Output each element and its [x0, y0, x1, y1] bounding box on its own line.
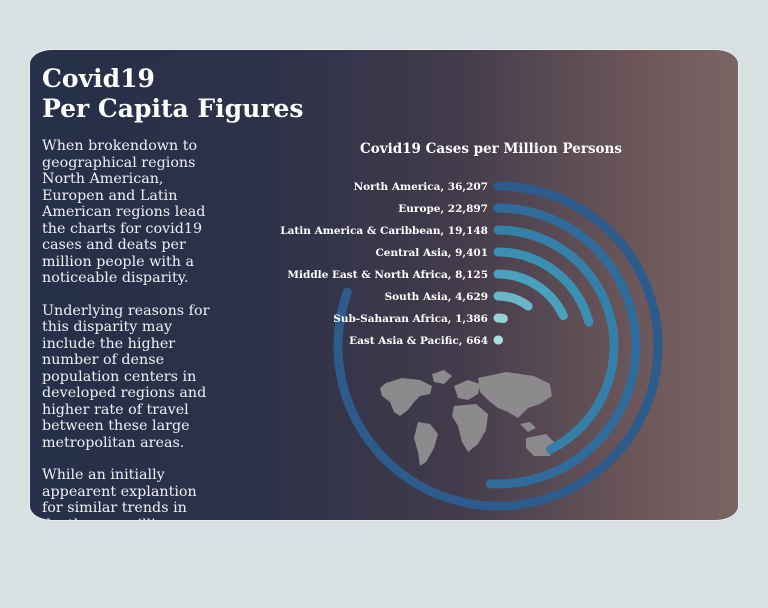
paragraph-1: When brokendown to geographical regions … — [42, 138, 206, 286]
bar-sub-saharan-africa — [493, 313, 508, 324]
label-east-asia-pacific: East Asia & Pacific, 664 — [349, 335, 488, 347]
label-central-asia: Central Asia, 9,401 — [375, 247, 488, 259]
label-sub-saharan-africa: Sub-Saharan Africa, 1,386 — [333, 313, 488, 325]
label-south-asia: South Asia, 4,629 — [385, 291, 488, 303]
chart-title: Covid19 Cases per Million Persons — [360, 141, 622, 157]
infographic-card: Covid19 Per Capita Figures When brokendo… — [30, 50, 738, 520]
world-map-icon — [380, 370, 556, 466]
bar-south-asia — [493, 291, 533, 311]
label-middle-east-north-africa: Middle East & North Africa, 8,125 — [287, 269, 488, 281]
title-line-2: Per Capita Figures — [42, 94, 304, 123]
label-latin-america-caribbean: Latin America & Caribbean, 19,148 — [280, 225, 488, 237]
page-title: Covid19 Per Capita Figures — [42, 64, 304, 124]
bar-north-america — [333, 181, 663, 511]
chart-labels: North America, 36,207 Europe, 22,897 Latin… — [280, 181, 488, 347]
radial-bar-chart: North America, 36,207 Europe, 22,897 Latin… — [280, 181, 663, 511]
bar-europe — [485, 203, 641, 489]
label-north-america: North America, 36,207 — [354, 181, 488, 193]
title-line-1: Covid19 — [42, 64, 155, 93]
paragraph-3: While an initially appearent explantion … — [42, 467, 197, 520]
paragraph-2: Underlying reasons for this disparity ma… — [42, 302, 210, 451]
chart-rings — [333, 181, 663, 511]
bar-latin-america-caribbean — [493, 225, 619, 455]
body-text: When brokendown to geographical regions … — [42, 138, 214, 520]
label-europe: Europe, 22,897 — [398, 203, 488, 215]
bar-middle-east-north-africa — [493, 269, 568, 321]
bar-central-asia — [493, 247, 594, 327]
